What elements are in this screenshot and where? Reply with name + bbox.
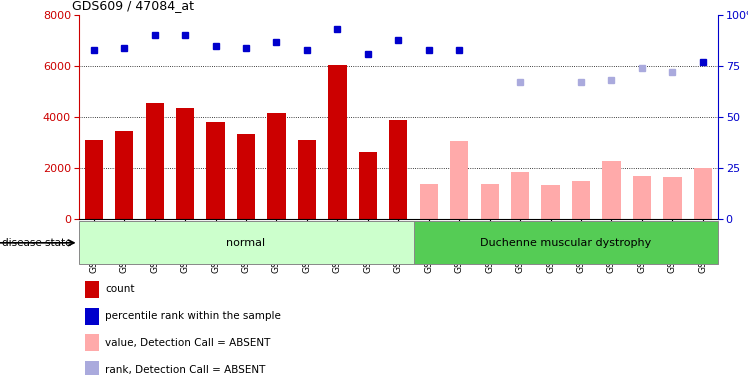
Bar <box>420 184 438 219</box>
Bar <box>450 141 468 219</box>
Bar <box>146 103 164 219</box>
Bar <box>359 152 377 219</box>
Text: GDS609 / 47084_at: GDS609 / 47084_at <box>72 0 194 12</box>
Bar <box>206 122 224 219</box>
Text: normal: normal <box>227 238 266 248</box>
Bar <box>328 65 346 219</box>
Bar <box>176 108 194 219</box>
Bar <box>389 120 408 219</box>
Text: percentile rank within the sample: percentile rank within the sample <box>105 311 281 321</box>
Text: Duchenne muscular dystrophy: Duchenne muscular dystrophy <box>480 238 652 248</box>
Bar <box>693 168 712 219</box>
Bar <box>85 308 99 325</box>
Bar <box>480 184 499 219</box>
Bar <box>542 185 560 219</box>
Bar <box>267 113 286 219</box>
Bar <box>79 221 414 264</box>
Bar <box>85 334 99 351</box>
Bar <box>298 140 316 219</box>
Bar <box>511 172 530 219</box>
Bar <box>572 181 590 219</box>
Bar <box>85 361 99 375</box>
Text: rank, Detection Call = ABSENT: rank, Detection Call = ABSENT <box>105 364 266 375</box>
Bar <box>115 131 133 219</box>
Text: disease state: disease state <box>2 238 72 248</box>
Bar <box>237 134 255 219</box>
Bar <box>602 160 621 219</box>
Text: count: count <box>105 285 135 294</box>
Bar <box>633 176 651 219</box>
Bar <box>414 221 718 264</box>
Bar <box>85 140 103 219</box>
Bar <box>663 177 681 219</box>
Bar <box>85 281 99 298</box>
Text: value, Detection Call = ABSENT: value, Detection Call = ABSENT <box>105 338 271 348</box>
